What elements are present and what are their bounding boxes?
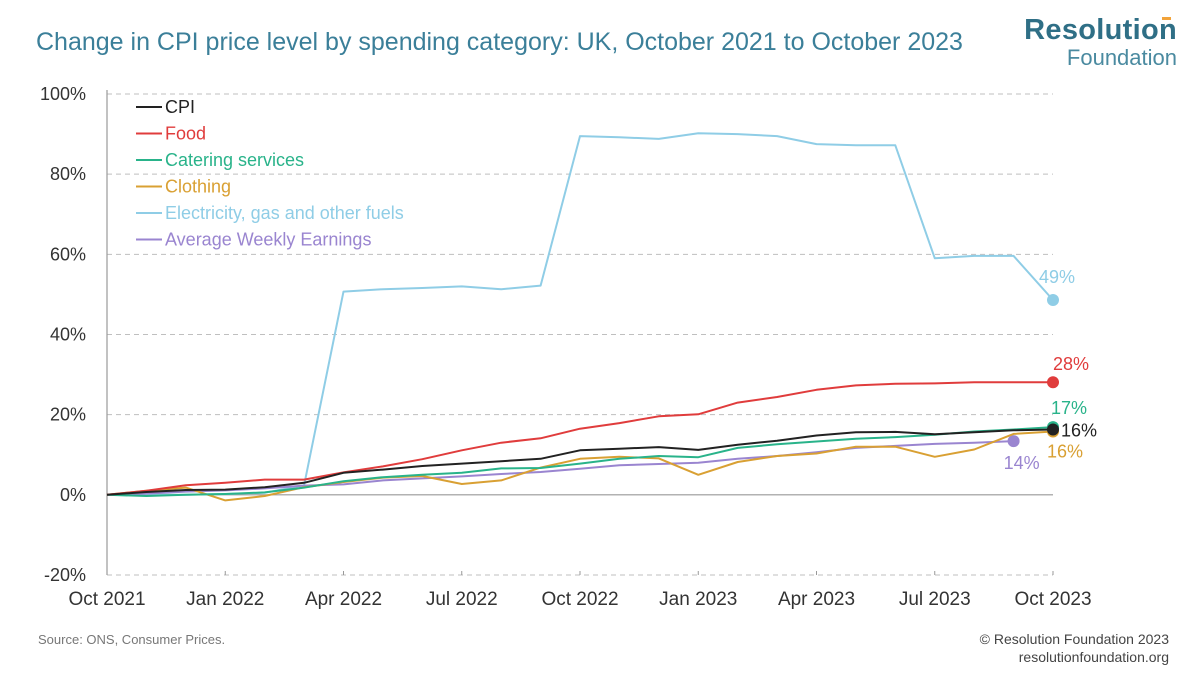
series-end-marker	[1007, 435, 1020, 448]
series-end-label: 16%	[1047, 442, 1083, 462]
source-note: Source: ONS, Consumer Prices.	[38, 632, 226, 647]
series-end-marker	[1047, 294, 1059, 307]
x-tick-label: Apr 2022	[305, 589, 382, 610]
legend-label: Food	[165, 124, 206, 144]
series-end-label: 17%	[1051, 398, 1087, 418]
series-line-clothing	[106, 430, 1054, 502]
copyright-block: © Resolution Foundation 2023 resolutionf…	[980, 630, 1169, 666]
y-tick-label: 60%	[50, 244, 86, 264]
chart-title: Change in CPI price level by spending ca…	[36, 28, 963, 56]
y-tick-label: 0%	[60, 485, 86, 505]
x-tick-label: Apr 2023	[778, 589, 855, 610]
legend-label: CPI	[165, 97, 195, 117]
logo: Resolution Foundation	[1024, 16, 1177, 69]
x-tick-label: Jan 2023	[659, 589, 737, 610]
series-end-label: 49%	[1039, 267, 1075, 287]
series-line-catering-services	[106, 426, 1054, 497]
legend-label: Clothing	[165, 177, 231, 197]
copyright-text: © Resolution Foundation 2023	[979, 631, 1169, 647]
x-tick-label: Oct 2023	[1014, 589, 1091, 610]
logo-bottom-text: Foundation	[1066, 45, 1177, 70]
series-end-marker	[1047, 423, 1059, 436]
y-tick-label: 100%	[40, 84, 86, 104]
legend-label: Catering services	[165, 150, 304, 170]
x-tick-label: Jan 2022	[186, 589, 264, 610]
x-tick-label: Jul 2022	[426, 589, 498, 610]
series-end-marker	[1047, 376, 1059, 389]
series-end-label: 14%	[1004, 453, 1040, 473]
x-tick-label: Jul 2023	[899, 589, 971, 610]
y-tick-label: 80%	[50, 164, 86, 184]
x-tick-label: Oct 2022	[541, 589, 618, 610]
y-tick-label: 40%	[50, 325, 86, 345]
series-end-label: 28%	[1053, 354, 1089, 374]
y-tick-label: 20%	[50, 405, 86, 425]
legend-label: Electricity, gas and other fuels	[165, 203, 404, 223]
series-line-average-weekly-earnings	[106, 440, 1014, 496]
series-line-cpi	[106, 428, 1054, 496]
legend-label: Average Weekly Earnings	[165, 230, 371, 250]
series-line-food	[106, 381, 1053, 496]
website-link[interactable]: resolutionfoundation.org	[1018, 649, 1169, 665]
logo-accent-icon	[1162, 17, 1171, 20]
series-line-electricity-gas-and-other-fuels	[107, 132, 1054, 496]
logo-top-text: Resolution	[1024, 14, 1177, 46]
y-tick-label: -20%	[44, 565, 86, 585]
series-end-label: 16%	[1061, 420, 1097, 440]
x-tick-label: Oct 2021	[68, 589, 145, 610]
